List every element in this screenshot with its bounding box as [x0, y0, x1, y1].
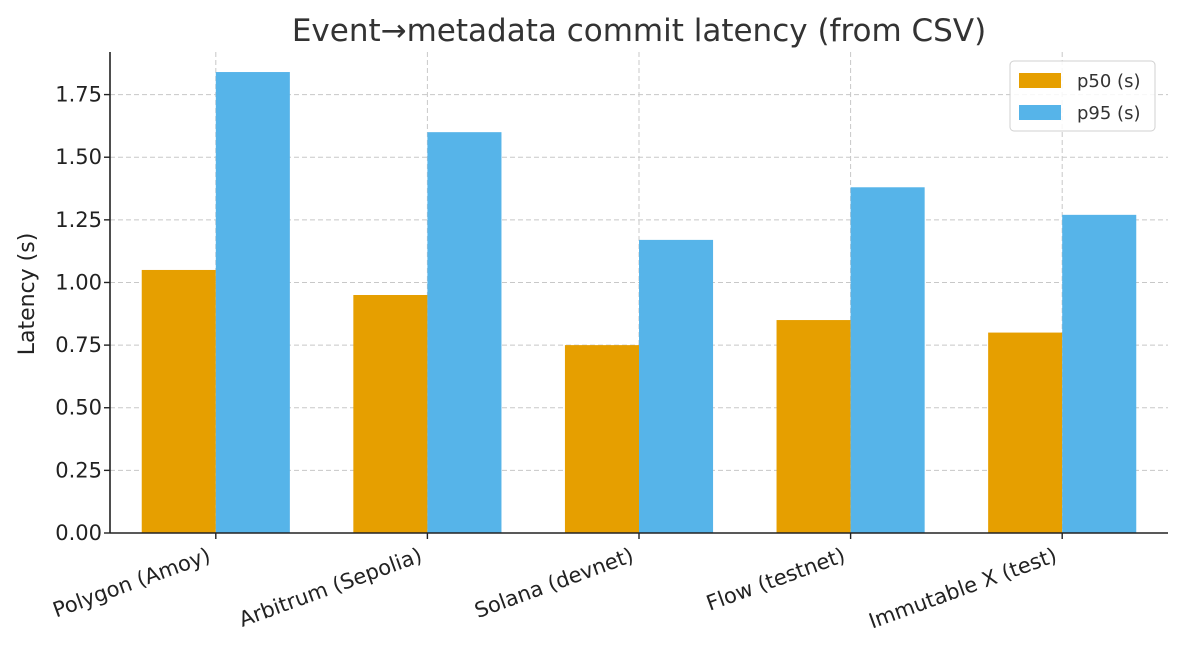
bar-p95 — [427, 132, 502, 533]
bar-p50 — [564, 345, 639, 533]
x-tick-label: Immutable X (test) — [866, 543, 1060, 633]
chart-title: Event→metadata commit latency (from CSV) — [292, 13, 986, 49]
x-tick-label: Solana (devnet) — [471, 543, 636, 623]
legend: p50 (s) p95 (s) — [1009, 60, 1156, 132]
bar-p95 — [639, 239, 714, 533]
legend-label: p95 (s) — [1077, 103, 1140, 124]
x-tick-label: Polygon (Amoy) — [50, 543, 214, 622]
axes-layer — [104, 52, 1168, 539]
bar-p95 — [215, 72, 290, 534]
bar-p50 — [141, 269, 216, 533]
legend-label: p50 (s) — [1077, 71, 1140, 92]
bar-p50 — [776, 320, 851, 533]
x-tick-label: Flow (testnet) — [703, 543, 848, 615]
y-tick-label: 0.25 — [55, 458, 102, 482]
bar-p50 — [988, 332, 1063, 533]
y-tick-label: 0.00 — [55, 521, 102, 545]
bar-p95 — [850, 187, 925, 533]
legend-swatch — [1019, 105, 1061, 120]
y-tick-label: 0.50 — [55, 396, 102, 420]
x-tick-label: Arbitrum (Sepolia) — [236, 543, 425, 632]
y-tick-label: 0.75 — [55, 333, 102, 357]
legend-swatch — [1019, 73, 1061, 88]
y-tick-label: 1.25 — [55, 208, 102, 232]
y-tick-label: 1.00 — [55, 270, 102, 294]
bars-layer — [141, 72, 1137, 534]
bar-p50 — [353, 295, 428, 533]
y-tick-label: 1.75 — [55, 83, 102, 107]
y-tick-label: 1.50 — [55, 145, 102, 169]
bar-p95 — [1062, 214, 1137, 533]
y-axis-label: Latency (s) — [15, 233, 40, 356]
